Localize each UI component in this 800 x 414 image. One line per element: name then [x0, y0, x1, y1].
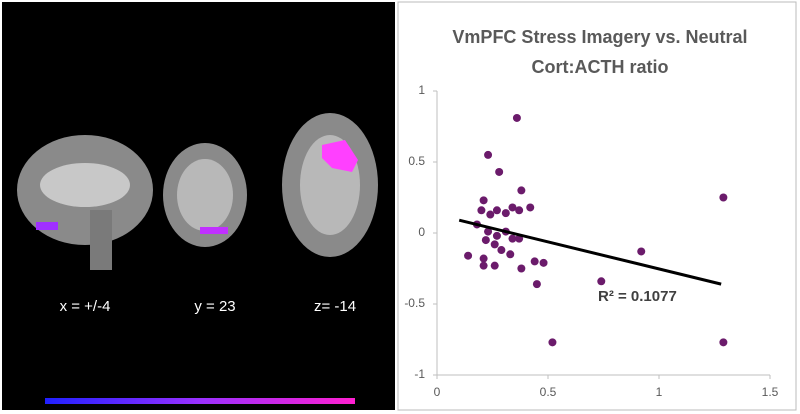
point	[479, 261, 488, 270]
point	[532, 280, 541, 289]
y-tick-label: 1	[418, 83, 425, 97]
colorbar	[45, 398, 355, 404]
y-tick-label: -0.5	[404, 296, 425, 310]
point	[464, 251, 473, 260]
slice-label: z= -14	[314, 298, 356, 315]
point	[508, 203, 517, 212]
point	[492, 206, 501, 215]
point	[479, 254, 488, 263]
point	[526, 203, 535, 212]
chart-title: VmPFC Stress Imagery vs. Neutral	[452, 27, 747, 47]
slice-label: x = +/-4	[60, 298, 111, 315]
sagittal-slice	[17, 135, 153, 270]
x-tick-label: 0	[434, 385, 441, 399]
point	[506, 250, 515, 259]
point	[637, 247, 646, 256]
point	[477, 206, 486, 215]
trendline	[458, 218, 722, 286]
point	[497, 246, 506, 255]
slice-label: y = 23	[194, 298, 235, 315]
point	[484, 150, 493, 159]
point	[719, 193, 728, 202]
point	[517, 264, 526, 273]
point	[512, 113, 521, 122]
coronal-slice	[163, 143, 247, 247]
point	[479, 196, 488, 205]
x-tick-label: 1	[656, 385, 663, 399]
point	[539, 258, 548, 267]
point	[481, 236, 490, 245]
point	[486, 210, 495, 219]
chart-panel	[397, 1, 797, 411]
point	[517, 186, 526, 195]
point	[490, 261, 499, 270]
y-tick-label: 0	[418, 225, 425, 239]
point	[530, 257, 539, 266]
point	[492, 231, 501, 240]
y-tick-label: -1	[414, 367, 425, 381]
point	[597, 277, 606, 286]
chart-subtitle: Cort:ACTH ratio	[532, 57, 669, 77]
axial-slice	[282, 113, 378, 257]
point	[484, 227, 493, 236]
point	[515, 206, 524, 215]
point	[548, 338, 557, 347]
point	[501, 209, 510, 218]
point	[719, 338, 728, 347]
x-tick-label: 0.5	[540, 385, 557, 399]
annotation: R² = 0.1077	[598, 288, 677, 305]
point	[508, 234, 517, 243]
point	[490, 240, 499, 249]
y-tick-label: 0.5	[408, 154, 425, 168]
x-tick-label: 1.5	[762, 385, 779, 399]
point	[495, 167, 504, 176]
